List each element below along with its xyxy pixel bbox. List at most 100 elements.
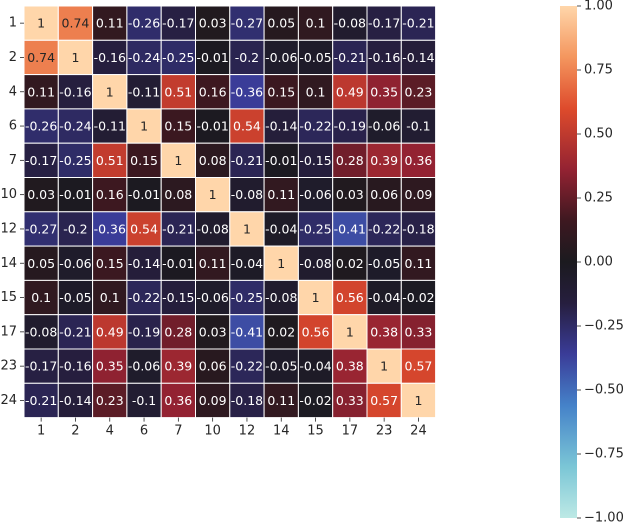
x-tick-label: 1 (37, 424, 45, 439)
heatmap-cell (297, 39, 334, 76)
x-tick-label: 14 (273, 424, 290, 439)
heatmap-cell-value: -0.41 (231, 324, 263, 339)
heatmap-cell-value: -0.04 (299, 359, 331, 374)
heatmap-cell (57, 314, 94, 350)
heatmap-cell (263, 142, 299, 178)
heatmap-cell (195, 5, 231, 41)
heatmap-cell (160, 142, 196, 178)
heatmap-cell (160, 245, 196, 281)
y-tick-label: 12 (0, 221, 17, 236)
heatmap-cell-value: -0.14 (128, 256, 160, 271)
heatmap-cell-value: -0.19 (128, 324, 160, 339)
heatmap-cell (23, 177, 59, 213)
heatmap-cell (160, 39, 196, 76)
heatmap-cell-value: 0.1 (31, 290, 51, 305)
heatmap-cell (263, 314, 299, 350)
heatmap-cell (195, 348, 231, 384)
heatmap-cell (297, 279, 334, 316)
heatmap-cell-value: 0.57 (370, 393, 398, 408)
heatmap-cell (400, 382, 437, 419)
heatmap-cell-value: -0.02 (402, 290, 434, 305)
heatmap-cell-value: 0.49 (336, 84, 364, 99)
heatmap-cell-value: 0.11 (405, 256, 433, 271)
heatmap-cell-value: -0.36 (94, 221, 126, 236)
heatmap-cell (229, 142, 265, 178)
heatmap-cell-value: 0.56 (302, 324, 330, 339)
heatmap-cell (195, 108, 231, 144)
heatmap-cell-value: 1 (277, 256, 285, 271)
heatmap-cell-value: 0.57 (405, 359, 433, 374)
heatmap-cell (92, 279, 128, 316)
heatmap-cell-value: -0.16 (368, 50, 400, 65)
heatmap-cell-value: 0.23 (96, 393, 124, 408)
colorbar-tick-label: 0.50 (584, 127, 613, 142)
heatmap-cell-value: -0.21 (402, 16, 434, 31)
heatmap-cell (195, 279, 231, 316)
heatmap-cell-value: -0.05 (265, 359, 297, 374)
heatmap-cell-value: 0.74 (27, 50, 55, 65)
heatmap-cell-value: -0.17 (368, 16, 400, 31)
heatmap-cell (366, 142, 402, 178)
heatmap-cell (126, 39, 162, 76)
heatmap-cell-value: -0.08 (231, 187, 263, 202)
heatmap-cell (263, 39, 299, 76)
heatmap-cell-value: -0.08 (196, 221, 228, 236)
heatmap-cell-value: 0.54 (130, 221, 158, 236)
heatmap-cell (297, 177, 334, 213)
heatmap-cell-value: 0.08 (199, 153, 227, 168)
heatmap-cell-value: 0.15 (96, 256, 124, 271)
heatmap-cell-value: 1 (414, 393, 422, 408)
colorbar-tick-label: −0.50 (584, 383, 624, 398)
heatmap-cell (366, 39, 402, 76)
heatmap-cell-value: 0.05 (267, 16, 295, 31)
heatmap-cell (195, 382, 231, 419)
heatmap-cell-value: 0.23 (405, 84, 433, 99)
heatmap-cell-value: -0.21 (59, 324, 91, 339)
heatmap-cell-value: -0.01 (196, 50, 228, 65)
colorbar-tick-label: 0.75 (584, 63, 613, 78)
heatmap-cell (160, 74, 196, 110)
x-tick-label: 2 (71, 424, 79, 439)
heatmap-cell-value: -0.06 (368, 119, 400, 134)
y-tick-label: 24 (0, 393, 17, 408)
heatmap-cell-value: 0.11 (267, 393, 295, 408)
heatmap-cell (195, 211, 231, 247)
x-tick-label: 10 (204, 424, 221, 439)
heatmap-cell-value: -0.25 (59, 153, 91, 168)
heatmap-cell (297, 211, 334, 247)
heatmap-cell (263, 177, 299, 213)
heatmap-cell-value: 0.08 (164, 187, 192, 202)
y-tick-label: 6 (9, 119, 17, 134)
heatmap-cell-value: 0.36 (405, 153, 433, 168)
heatmap-cell-value: -0.05 (299, 50, 331, 65)
heatmap-cell-value: 1 (37, 16, 45, 31)
heatmap-cell (57, 348, 94, 384)
heatmap-cell (263, 279, 299, 316)
heatmap-cell-value: 0.11 (96, 16, 124, 31)
heatmap-cell (229, 348, 265, 384)
heatmap-cell-value: -0.06 (265, 50, 297, 65)
heatmap-cell (332, 39, 368, 76)
heatmap-cell-value: 0.11 (199, 256, 227, 271)
heatmap-cell-value: -0.08 (299, 256, 331, 271)
heatmap-cell-value: -0.1 (406, 119, 430, 134)
heatmap-cell-value: 0.15 (164, 119, 192, 134)
heatmap-cell-value: 0.49 (96, 324, 124, 339)
heatmap-cell-value: -0.22 (368, 221, 400, 236)
heatmap-cell (366, 314, 402, 350)
heatmap-cell-value: -0.21 (334, 50, 366, 65)
heatmap-cell (57, 382, 94, 419)
heatmap-cell (23, 211, 59, 247)
heatmap-cell (23, 142, 59, 178)
heatmap-cell-value: -0.01 (162, 256, 194, 271)
heatmap-cell-value: -0.21 (25, 393, 57, 408)
heatmap-cell (229, 382, 265, 419)
heatmap-cell-value: -0.15 (299, 153, 331, 168)
heatmap-cell-value: -0.18 (231, 393, 263, 408)
colorbar-tick-label: −0.25 (584, 319, 624, 334)
heatmap-cell-value: -0.02 (299, 393, 331, 408)
heatmap-cell-value: 0.15 (267, 84, 295, 99)
heatmap-cell (57, 5, 94, 41)
heatmap-cell (23, 108, 59, 144)
